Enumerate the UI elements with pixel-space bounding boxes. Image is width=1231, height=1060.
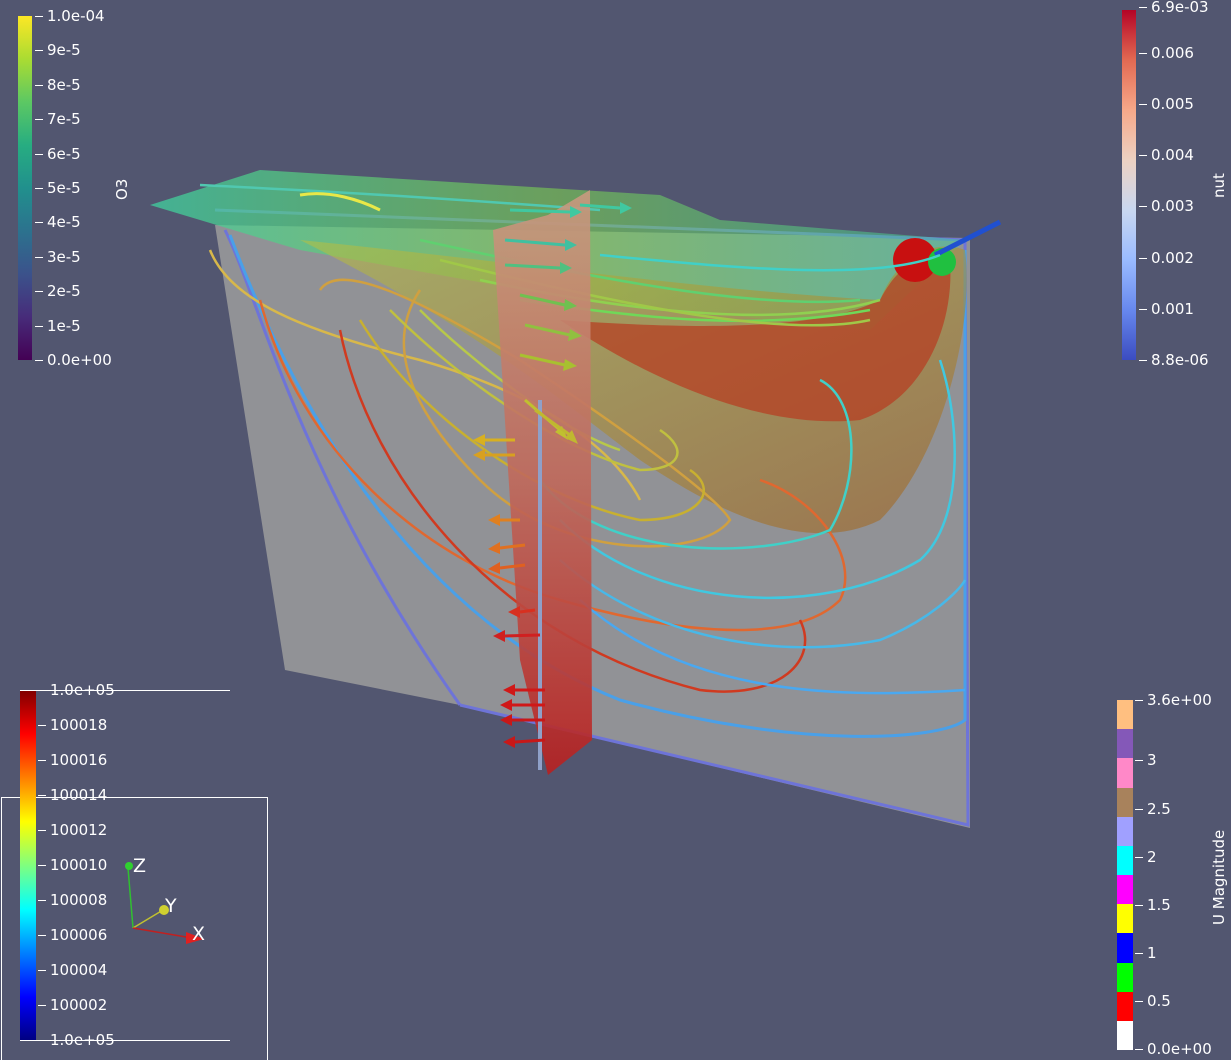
u-magnitude-tick-label: 0.0e+00 [1135,1040,1212,1058]
u-magnitude-swatch [1117,758,1133,788]
iso-red-band [560,256,951,422]
o3-tick-label: 5e-5 [35,179,81,197]
z-axis-head [125,862,133,870]
z-axis-label: Z [133,855,146,877]
u-magnitude-swatch [1117,816,1133,847]
nut-tick-label: 0.002 [1139,249,1194,267]
o3-tick-label: 1.0e-04 [35,7,105,25]
pressure-tick-label: 100018 [37,716,108,734]
velocity-glyphs [473,202,632,748]
o3-tick-label: 0.0e+00 [35,351,112,369]
nut-tick-label: 0.004 [1139,146,1194,164]
o3-tick-label: 9e-5 [35,41,81,60]
u-magnitude-swatch [1117,962,1133,993]
u-magnitude-swatch [1117,991,1133,1022]
u-magnitude-tick-label: 1.5 [1135,896,1171,914]
pressure-color-bar [20,690,36,1041]
y-axis-line [132,909,164,929]
pressure-tick-label: 1.0e+05 [38,1031,115,1049]
x-axis-head [186,932,204,944]
u-magnitude-swatch [1117,875,1133,905]
pressure-tick-label: 100010 [37,856,108,874]
o3-tick-label: 2e-5 [35,282,81,301]
u-magnitude-swatch [1117,845,1133,876]
o3-tick-label: 3e-5 [35,247,81,266]
y-axis-head [159,905,169,915]
nut-tick-label: 0.003 [1139,197,1194,215]
nut-tick-label: 0.001 [1139,300,1194,318]
o3-tick-label: 6e-5 [35,144,81,163]
u-magnitude-swatch [1117,904,1133,934]
inner-outline [223,229,462,706]
x-axis-label: X [192,923,205,945]
u-magnitude-swatch [1117,700,1133,730]
pressure-top-line [20,690,230,691]
u-magnitude-swatch [1117,1020,1133,1051]
pressure-tick-label: 100004 [37,961,108,979]
nut-color-bar [1122,10,1136,360]
orientation-axes-box [1,797,268,1060]
u-magnitude-tick-label: 2.5 [1135,800,1171,818]
pressure-tick-label: 100016 [37,751,108,769]
orientation-axes[interactable]: Z Y X [125,855,205,945]
o3-tick-label: 1e-5 [35,316,81,335]
o3-color-bar [18,16,32,360]
green-cap [928,248,956,276]
o3-tick-label: 7e-5 [35,110,81,129]
pressure-bottom-line [20,1040,230,1041]
red-cap [893,238,937,282]
z-axis-line [127,867,134,929]
pressure-tick-label: 100014 [37,786,108,804]
u-magnitude-legend-title: U Magnitude [1210,829,1228,925]
pressure-tick-label: 1.0e+05 [38,681,115,699]
u-magnitude-swatch [1117,729,1133,759]
o3-tick-label: 8e-5 [35,75,81,94]
u-magnitude-tick-label: 0.5 [1135,992,1171,1010]
o3-legend-title: O3 [113,178,131,200]
pressure-tick-label: 100012 [37,821,108,839]
u-magnitude-swatch [1117,933,1133,963]
x-axis-line [132,927,193,939]
blue-ribbon [933,219,1002,258]
u-magnitude-swatch [1117,787,1133,818]
pressure-tick-label: 100008 [37,891,108,909]
streamlines [199,183,967,695]
pressure-tick-label: 100006 [37,926,108,944]
u-magnitude-tick-label: 2 [1135,848,1157,866]
u-magnitude-tick-label: 3 [1135,751,1157,769]
o3-tick-label: 4e-5 [35,213,81,232]
nut-legend-title: nut [1210,173,1228,198]
nut-tick-label: 6.9e-03 [1139,0,1209,16]
y-axis-label: Y [164,895,177,917]
pressure-tick-label: 100002 [37,996,108,1014]
nut-tick-label: 0.006 [1139,44,1194,62]
u-magnitude-color-bar [1117,700,1133,1051]
u-magnitude-tick-label: 1 [1135,944,1157,962]
u-magnitude-tick-label: 3.6e+00 [1135,691,1212,709]
vertical-slice [493,190,592,775]
nut-tick-label: 8.8e-06 [1139,351,1209,369]
nut-tick-label: 0.005 [1139,95,1194,113]
